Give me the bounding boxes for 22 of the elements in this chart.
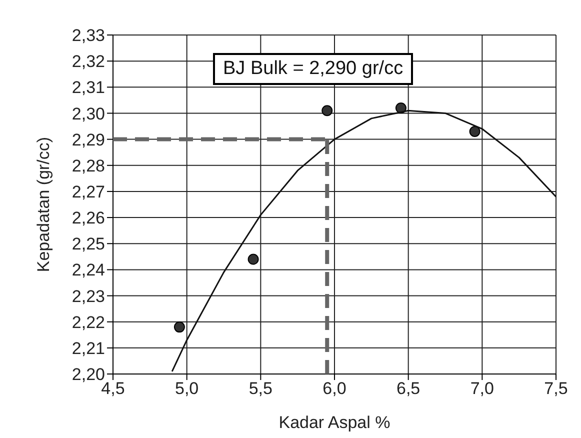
annotation: BJ Bulk = 2,290 gr/cc — [213, 53, 414, 85]
x-axis-title: Kadar Aspal % — [278, 413, 390, 432]
y-tick-label: 2,23 — [72, 286, 105, 306]
y-tick-label: 2,21 — [72, 338, 105, 358]
y-tick-label: 2,26 — [72, 208, 105, 228]
y-tick-label: 2,31 — [72, 78, 105, 98]
y-tick-label: 2,30 — [72, 104, 105, 124]
y-tick-label: 2,32 — [72, 52, 105, 72]
y-tick-label: 2,22 — [72, 312, 105, 332]
y-tick-label: 2,29 — [72, 130, 105, 150]
y-tick-label: 2,27 — [72, 182, 105, 202]
x-tick-label: 7,0 — [470, 379, 494, 398]
x-tick-label: 5,5 — [248, 379, 272, 398]
y-tick-label: 2,24 — [72, 260, 105, 280]
x-tick-label: 6,0 — [322, 379, 346, 398]
y-tick-label: 2,28 — [72, 156, 105, 176]
y-tick-label: 2,33 — [72, 26, 105, 46]
x-tick-label: 7,5 — [544, 379, 568, 398]
y-axis-title: Kepadatan (gr/cc) — [34, 136, 54, 272]
x-tick-label: 6,5 — [396, 379, 420, 398]
y-tick-label: 2,25 — [72, 234, 105, 254]
x-tick-label: 5,0 — [175, 379, 199, 398]
